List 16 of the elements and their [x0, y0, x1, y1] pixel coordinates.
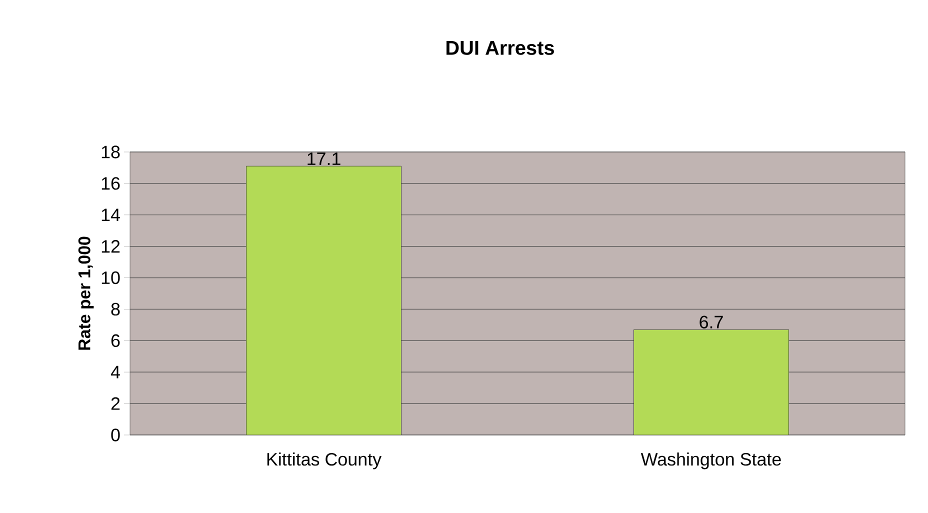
y-tick-label: 18 — [102, 146, 120, 158]
y-tick-label: 4 — [110, 366, 120, 378]
y-tick-label: 0 — [111, 428, 120, 442]
y-tick-label: 8 — [111, 302, 120, 316]
y-tick-label: 14 — [102, 208, 120, 222]
y-tick-label: 10 — [102, 271, 120, 284]
y-tick-label: 6 — [111, 334, 120, 347]
x-tick-label: Kittitas County — [267, 452, 382, 470]
data-label: 6.7 — [700, 316, 723, 328]
x-tick-label: Washington State — [640, 452, 781, 470]
y-tick-label: 12 — [102, 240, 120, 253]
y-tick-label: 2 — [111, 397, 120, 410]
chart-title: DUI Arrests — [446, 41, 554, 55]
data-label: 17.1 — [308, 152, 340, 165]
y-axis-title: Rate per 1,000 — [78, 236, 94, 350]
y-tick-label: 16 — [102, 177, 120, 190]
